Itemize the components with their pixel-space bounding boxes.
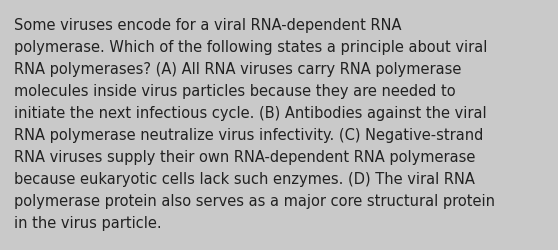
Text: molecules inside virus particles because they are needed to: molecules inside virus particles because…	[14, 84, 455, 98]
Text: in the virus particle.: in the virus particle.	[14, 216, 162, 230]
Text: polymerase. Which of the following states a principle about viral: polymerase. Which of the following state…	[14, 40, 487, 54]
Text: polymerase protein also serves as a major core structural protein: polymerase protein also serves as a majo…	[14, 194, 495, 208]
Text: RNA viruses supply their own RNA-dependent RNA polymerase: RNA viruses supply their own RNA-depende…	[14, 150, 475, 164]
Text: RNA polymerases? (A) All RNA viruses carry RNA polymerase: RNA polymerases? (A) All RNA viruses car…	[14, 62, 461, 76]
Text: Some viruses encode for a viral RNA-dependent RNA: Some viruses encode for a viral RNA-depe…	[14, 18, 401, 32]
Text: initiate the next infectious cycle. (B) Antibodies against the viral: initiate the next infectious cycle. (B) …	[14, 106, 487, 120]
Text: RNA polymerase neutralize virus infectivity. (C) Negative-strand: RNA polymerase neutralize virus infectiv…	[14, 128, 483, 142]
Text: because eukaryotic cells lack such enzymes. (D) The viral RNA: because eukaryotic cells lack such enzym…	[14, 172, 475, 186]
